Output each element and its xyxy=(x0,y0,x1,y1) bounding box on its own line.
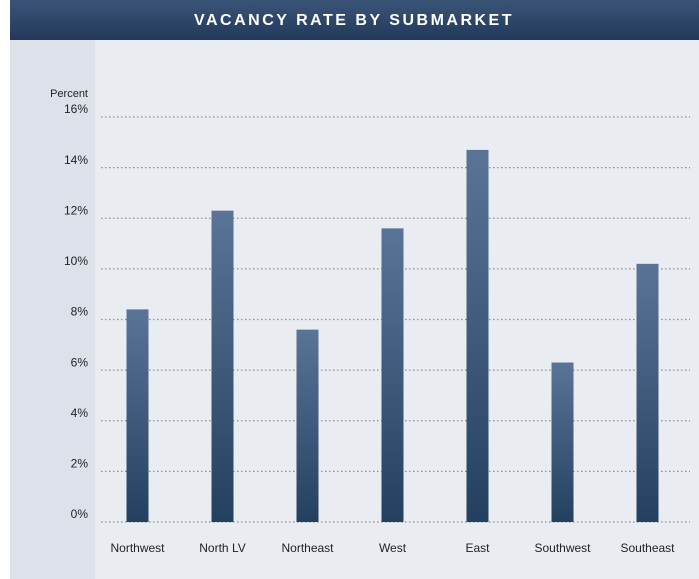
x-tick-label: East xyxy=(465,541,490,555)
chart-title: VACANCY RATE BY SUBMARKET xyxy=(194,12,514,29)
header-bar xyxy=(10,0,699,40)
y-tick-label: 14% xyxy=(64,153,88,167)
y-tick-label: 8% xyxy=(71,305,89,319)
bar xyxy=(636,263,659,522)
x-tick-label: North LV xyxy=(199,541,245,555)
bar xyxy=(466,149,489,522)
x-tick-label: Southeast xyxy=(620,541,675,555)
y-tick-label: 16% xyxy=(64,102,88,116)
y-tick-label: 0% xyxy=(71,507,89,521)
y-tick-label: 2% xyxy=(71,457,89,471)
x-tick-label: Southwest xyxy=(534,541,591,555)
bar xyxy=(211,210,234,522)
y-tick-label: 10% xyxy=(64,254,88,268)
bar xyxy=(381,228,404,522)
bar xyxy=(126,309,149,522)
y-tick-label: 12% xyxy=(64,203,88,217)
bar xyxy=(551,362,574,522)
x-tick-label: Northeast xyxy=(281,541,334,555)
bar xyxy=(296,329,319,522)
y-tick-label: 4% xyxy=(71,406,89,420)
y-tick-label: 6% xyxy=(71,355,89,369)
x-tick-label: Northwest xyxy=(110,541,165,555)
y-axis-label: Percent xyxy=(50,88,88,100)
x-tick-label: West xyxy=(379,541,407,555)
